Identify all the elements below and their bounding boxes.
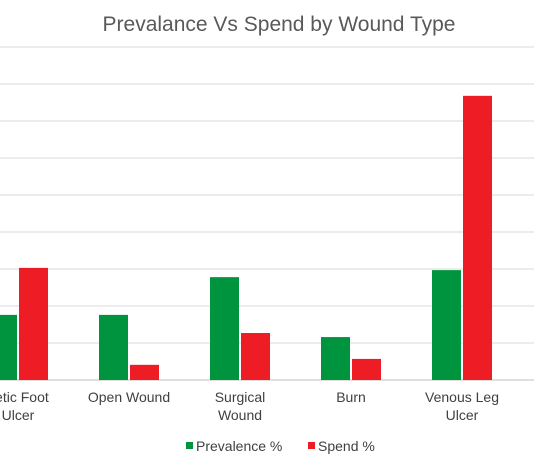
bar — [130, 364, 159, 380]
bar — [99, 314, 128, 380]
bar — [321, 337, 350, 380]
x-tick-label: Surgical Wound — [215, 389, 266, 423]
x-tick-label: Burn — [336, 389, 366, 405]
chart-title: Prevalance Vs Spend by Wound Type — [103, 13, 456, 36]
bar — [463, 95, 492, 380]
bar — [0, 314, 17, 380]
x-tick-label: Open Wound — [88, 389, 170, 405]
legend-label: Spend % — [318, 438, 375, 454]
legend-label: Prevalence % — [196, 438, 282, 454]
bar — [432, 270, 461, 380]
bar — [241, 333, 270, 380]
x-tick-label: Venous Leg Ulcer — [425, 389, 499, 423]
bar — [19, 267, 48, 380]
legend-swatch — [186, 442, 193, 449]
bar — [210, 277, 239, 380]
bar — [352, 358, 381, 380]
legend-swatch — [308, 442, 315, 449]
